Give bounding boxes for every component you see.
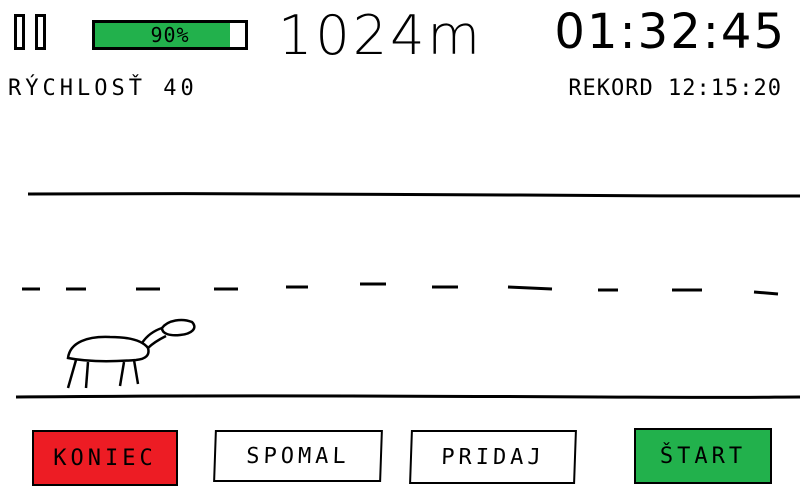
record-label: REKORD 12:15:20 <box>568 76 782 101</box>
start-button[interactable]: ŠTART <box>634 428 772 484</box>
pause-button[interactable] <box>14 14 50 52</box>
timer: 01:32:45 <box>554 4 786 60</box>
battery-bar: 90% <box>92 20 248 50</box>
pause-icon-bar-left <box>14 14 25 50</box>
pause-icon-bar-right <box>35 14 46 50</box>
end-button[interactable]: KONIEC <box>32 430 178 486</box>
battery-label: 90% <box>150 23 190 47</box>
speed-up-button[interactable]: PRIDAJ <box>409 430 577 484</box>
road-top-edge <box>27 192 800 198</box>
slow-down-button[interactable]: SPOMAL <box>213 430 383 482</box>
distance-counter: 1024m <box>278 4 484 67</box>
battery-fill <box>95 23 230 47</box>
lane-divider <box>22 282 779 296</box>
animal-runner-icon <box>66 318 196 389</box>
speed-label: RÝCHLOSŤ 40 <box>8 76 198 101</box>
road-bottom-edge <box>15 394 800 399</box>
